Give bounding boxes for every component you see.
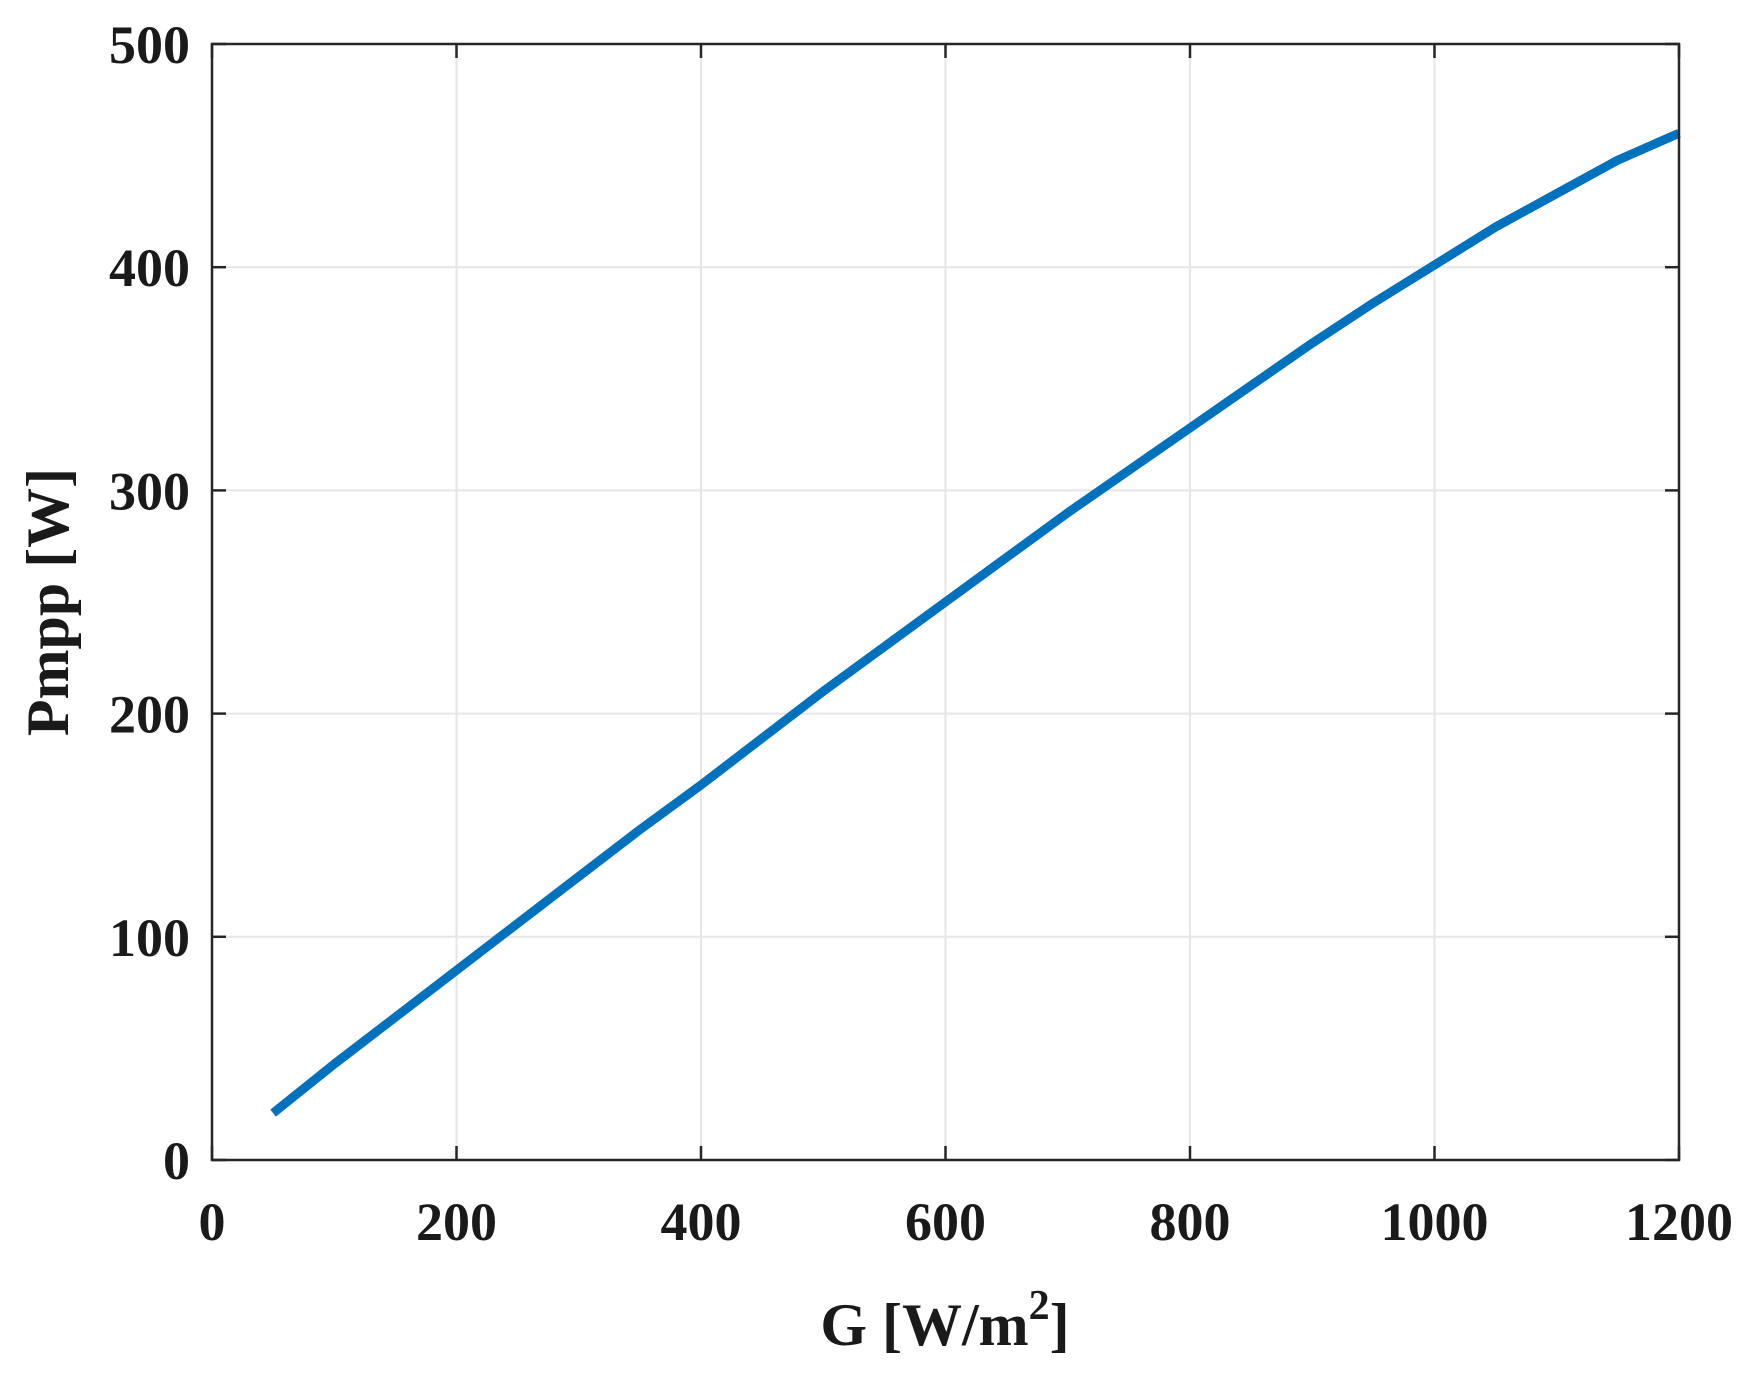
y-tick-label: 300 (109, 461, 190, 521)
y-tick-label: 100 (109, 908, 190, 968)
y-tick-label: 400 (109, 238, 190, 298)
y-tick-label: 500 (109, 15, 190, 75)
y-axis-label: Pmpp [W] (15, 468, 81, 736)
x-tick-label: 600 (905, 1192, 986, 1252)
x-tick-label: 400 (661, 1192, 742, 1252)
x-tick-label: 0 (199, 1192, 226, 1252)
x-tick-label: 1200 (1625, 1192, 1733, 1252)
x-tick-label: 800 (1150, 1192, 1231, 1252)
y-tick-labels: 0 100 200 300 400 500 (109, 15, 190, 1191)
x-axis-label: G [W/m2] (820, 1283, 1069, 1358)
y-tick-label: 200 (109, 685, 190, 745)
y-tick-label: 0 (163, 1131, 190, 1191)
series-line-pmpp (270, 129, 1681, 1117)
data-series (270, 129, 1681, 1117)
x-tick-label: 200 (416, 1192, 497, 1252)
x-tick-label: 1000 (1381, 1192, 1489, 1252)
x-tick-labels: 0 200 400 600 800 1000 1200 (199, 1192, 1734, 1252)
tick-marks (210, 42, 1681, 1162)
